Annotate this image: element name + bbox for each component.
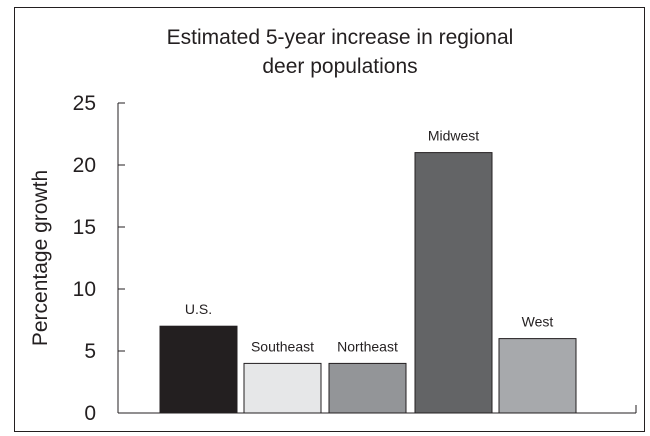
- bar-label-midwest: Midwest: [428, 128, 479, 144]
- bar-label-southeast: Southeast: [251, 338, 314, 354]
- chart-title-line-1: Estimated 5-year increase in regional: [167, 26, 514, 49]
- y-tick-label-10: 10: [73, 278, 96, 301]
- bar-u-s: [159, 325, 238, 414]
- y-tick-label-15: 15: [73, 216, 96, 239]
- chart-title-line-2: deer populations: [262, 55, 417, 78]
- bar-label-west: West: [522, 314, 554, 330]
- bar-label-u-s: U.S.: [185, 301, 212, 317]
- bars: U.S. Southeast Northeast Midwest West: [159, 128, 577, 414]
- bar-label-northeast: Northeast: [337, 338, 398, 354]
- bar-southeast: [243, 362, 322, 414]
- bar-west: [498, 338, 577, 414]
- bar-midwest: [414, 152, 493, 414]
- bar-northeast: [328, 362, 407, 414]
- y-tick-label-20: 20: [73, 154, 96, 177]
- y-tick-label-0: 0: [84, 402, 96, 425]
- y-tick-label-25: 25: [73, 92, 96, 115]
- y-axis-label: Percentage growth: [29, 170, 52, 346]
- y-tick-label-5: 5: [84, 340, 96, 363]
